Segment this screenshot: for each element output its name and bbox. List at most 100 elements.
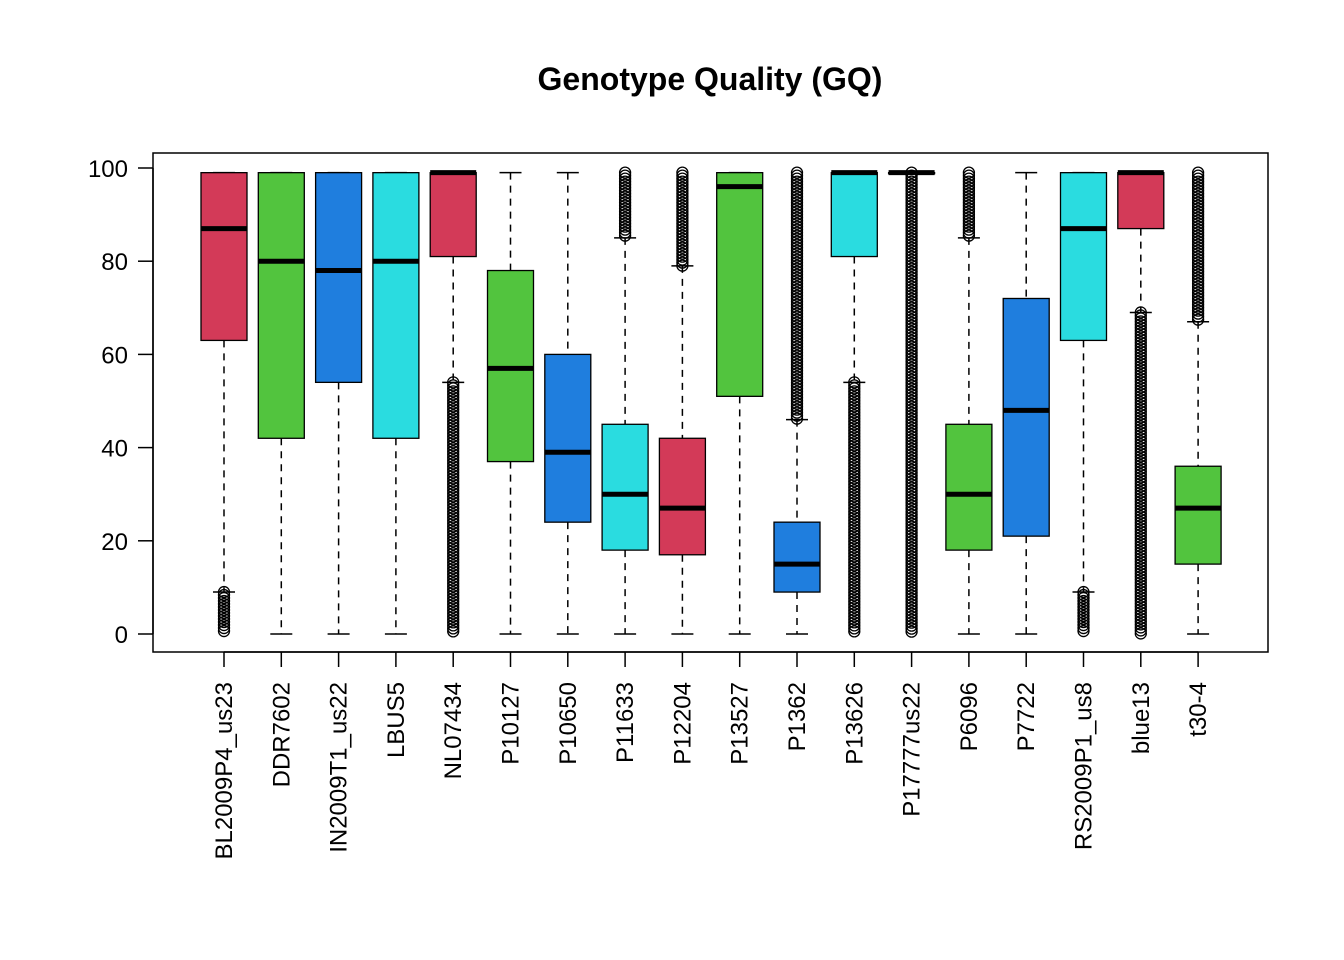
- outlier-point: [1191, 307, 1205, 320]
- outlier-point: [676, 175, 689, 188]
- outlier-point: [905, 274, 918, 287]
- outlier-point: [905, 190, 918, 203]
- outlier-point: [790, 349, 804, 362]
- outlier-point: [1134, 363, 1147, 376]
- outlier-point: [790, 202, 804, 215]
- outlier-point: [848, 388, 861, 401]
- outlier-point: [962, 208, 976, 221]
- outlier-point: [905, 613, 918, 626]
- outlier-point: [848, 496, 861, 509]
- outlier-point: [1191, 280, 1205, 293]
- outlier-point: [1077, 621, 1090, 635]
- outlier-point: [905, 208, 918, 221]
- outlier-point: [790, 364, 804, 377]
- outlier-point: [962, 181, 976, 194]
- outlier-point: [905, 298, 918, 311]
- outlier-point: [905, 211, 918, 224]
- outlier-point: [1191, 268, 1205, 281]
- outlier-point: [447, 607, 460, 620]
- outlier-point: [848, 526, 861, 539]
- outlier-point: [447, 439, 460, 452]
- box-blue13: [1117, 170, 1165, 640]
- outlier-point: [848, 472, 861, 485]
- outlier-point: [676, 244, 689, 257]
- outlier-point: [1191, 229, 1205, 242]
- outlier-point: [790, 292, 804, 305]
- outlier-point: [905, 310, 918, 323]
- box-iqr: [945, 423, 993, 551]
- outlier-point: [848, 403, 861, 416]
- outlier-point: [1191, 262, 1205, 275]
- outlier-point: [447, 487, 460, 500]
- outlier-point: [905, 196, 918, 209]
- outlier-point: [905, 292, 918, 305]
- outlier-point: [962, 187, 976, 200]
- outlier-point: [905, 550, 918, 563]
- outlier-point: [905, 271, 918, 284]
- outlier-point: [1191, 220, 1205, 233]
- outlier-point: [905, 313, 918, 326]
- box-iqr: [544, 353, 592, 523]
- outlier-point: [217, 609, 231, 623]
- outlier-point: [1134, 399, 1147, 412]
- outlier-point: [1134, 561, 1147, 574]
- outlier-point: [790, 403, 804, 416]
- outlier-point: [905, 586, 918, 599]
- outlier-point: [905, 463, 918, 476]
- outlier-point: [905, 520, 918, 533]
- outlier-point: [848, 547, 861, 560]
- outlier-point: [790, 241, 804, 254]
- outlier-point: [1134, 603, 1147, 616]
- outlier-point: [1191, 226, 1205, 239]
- outlier-point: [905, 517, 918, 530]
- outlier-point: [1191, 292, 1205, 305]
- outlier-point: [618, 178, 632, 191]
- y-axis: 0 20 40 60 80 100: [88, 156, 154, 649]
- outlier-point: [1191, 259, 1205, 272]
- outlier-point: [1191, 169, 1205, 182]
- outlier-point: [790, 373, 804, 386]
- outlier-point: [1134, 432, 1147, 445]
- outlier-point: [1191, 289, 1205, 302]
- outlier-point: [1134, 372, 1147, 385]
- outlier-point: [1134, 486, 1147, 499]
- box-iqr: [716, 172, 764, 397]
- outlier-point: [905, 250, 918, 263]
- outlier-point: [1191, 202, 1205, 215]
- outlier-point: [1191, 187, 1205, 200]
- box-iqr: [372, 172, 420, 439]
- outlier-point: [905, 418, 918, 431]
- outlier-point: [1077, 600, 1090, 614]
- outlier-point: [790, 259, 804, 272]
- box-IN2009T1_us22: [314, 171, 363, 635]
- outlier-point: [790, 283, 804, 296]
- outlier-point: [447, 451, 460, 464]
- outlier-point: [447, 517, 460, 530]
- outlier-point: [447, 526, 460, 539]
- outlier-point: [848, 487, 861, 500]
- outlier-point: [905, 514, 918, 527]
- outlier-point: [618, 223, 632, 236]
- outlier-point: [790, 400, 804, 413]
- outlier-point: [790, 286, 804, 299]
- outlier-point: [790, 280, 804, 293]
- outlier-point: [1134, 420, 1147, 433]
- outlier-point: [1134, 618, 1147, 631]
- outlier-point: [1191, 199, 1205, 212]
- outlier-point: [676, 247, 689, 260]
- y-tick-label: 0: [115, 622, 128, 649]
- outlier-point: [1191, 232, 1205, 245]
- outlier-point: [848, 583, 861, 596]
- box-P6096: [945, 166, 993, 635]
- outlier-point: [790, 274, 804, 287]
- outlier-point: [905, 478, 918, 491]
- outlier-point: [1191, 277, 1205, 290]
- outlier-point: [618, 193, 632, 206]
- outlier-point: [848, 604, 861, 617]
- y-tick-label: 80: [101, 249, 128, 276]
- outlier-point: [1134, 471, 1147, 484]
- outlier-point: [790, 343, 804, 356]
- outlier-point: [790, 358, 804, 371]
- outlier-point: [905, 415, 918, 428]
